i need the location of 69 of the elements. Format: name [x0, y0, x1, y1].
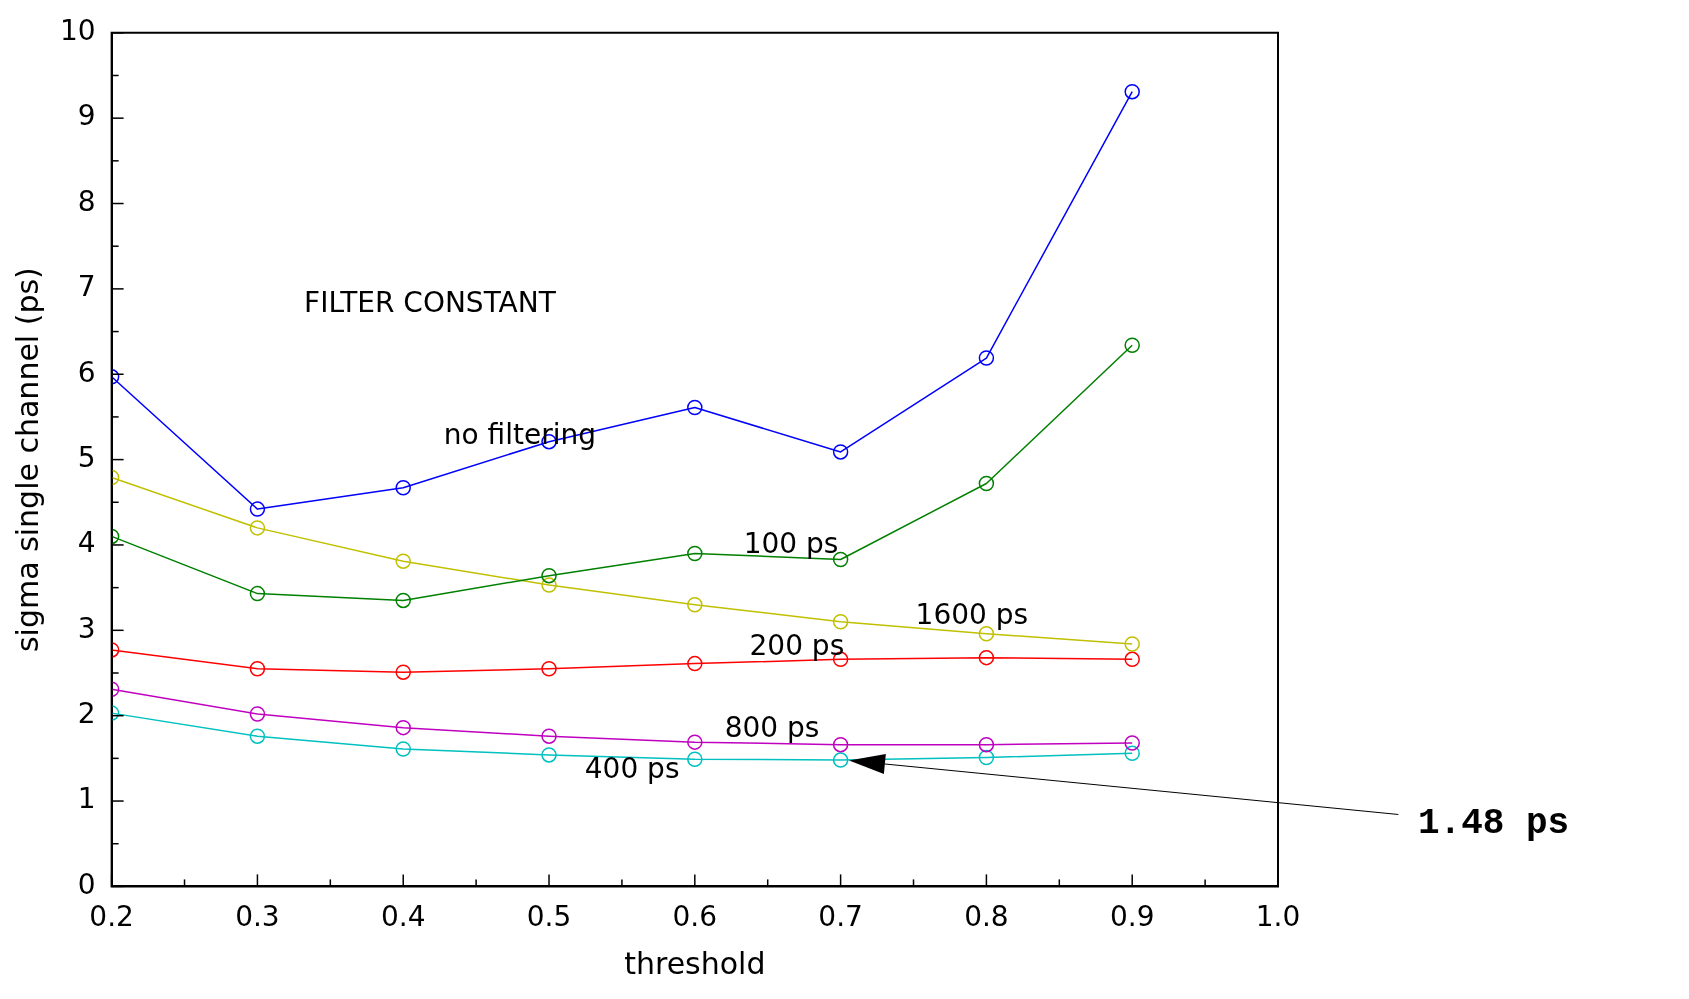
series-label: 800 ps: [724, 710, 820, 744]
point: [541, 747, 557, 763]
point: [395, 592, 411, 609]
point: [1124, 745, 1140, 761]
point: [249, 660, 266, 677]
y-tick-label: 6: [77, 355, 96, 389]
point: [1124, 337, 1140, 353]
point: [541, 577, 557, 593]
y-tick-label: 8: [77, 184, 96, 218]
y-tick-label: 0: [77, 867, 96, 901]
point: [1124, 83, 1140, 100]
point: [687, 545, 703, 562]
x-tick-label: 0.9: [1109, 900, 1155, 934]
point: [687, 596, 703, 613]
x-tick-label: 0.6: [672, 900, 718, 934]
point: [1124, 636, 1140, 652]
point: [832, 444, 849, 460]
y-tick-label: 10: [59, 14, 96, 48]
x-tick-label: 0.8: [964, 900, 1009, 934]
x-tick-label: 1.0: [1255, 900, 1301, 934]
point: [978, 350, 995, 366]
point: [687, 655, 703, 672]
point: [978, 649, 995, 666]
point: [832, 614, 849, 630]
series-label: 200 ps: [749, 628, 845, 662]
point: [541, 660, 557, 677]
point: [541, 567, 557, 584]
point: [395, 741, 411, 757]
y-tick-label: 4: [77, 526, 96, 560]
x-tick-label: 0.2: [89, 900, 134, 934]
series-label: 1600 ps: [915, 597, 1029, 631]
point: [395, 553, 411, 569]
point: [541, 728, 557, 744]
x-tick-label: 0.5: [526, 900, 572, 934]
y-tick-label: 9: [77, 99, 96, 133]
series-label: no filtering: [443, 417, 596, 451]
text: 1.48 ps: [1418, 803, 1570, 845]
point: [687, 734, 703, 750]
point: [395, 480, 411, 496]
series-label: 400 ps: [584, 751, 680, 785]
point: [832, 736, 849, 753]
point: [249, 585, 266, 602]
y-axis-title: sigma single channel (ps): [9, 267, 45, 653]
point: [249, 501, 266, 517]
point: [978, 625, 995, 642]
point: [832, 752, 849, 768]
point: [1124, 651, 1140, 668]
y-tick-label: 3: [77, 611, 96, 645]
x-axis-title: threshold: [624, 945, 766, 981]
point: [978, 749, 995, 766]
y-tick-label: 5: [77, 440, 96, 474]
point: [395, 719, 411, 736]
series-label: 100 ps: [743, 527, 839, 561]
y-tick-label: 2: [77, 696, 96, 730]
x-tick-label: 0.4: [380, 900, 426, 934]
y-tick-label: 7: [77, 270, 96, 304]
point: [1124, 735, 1140, 751]
point: [687, 751, 703, 767]
point: [249, 706, 266, 722]
point: [395, 664, 411, 680]
point: [978, 736, 995, 753]
point: [249, 728, 266, 744]
annotation: FILTER CONSTANT: [304, 285, 557, 319]
point: [978, 475, 995, 492]
point: [687, 399, 703, 416]
point: [249, 520, 266, 536]
x-tick-label: 0.3: [235, 900, 280, 934]
x-tick-label: 0.7: [818, 900, 863, 934]
y-tick-label: 1: [77, 782, 96, 816]
